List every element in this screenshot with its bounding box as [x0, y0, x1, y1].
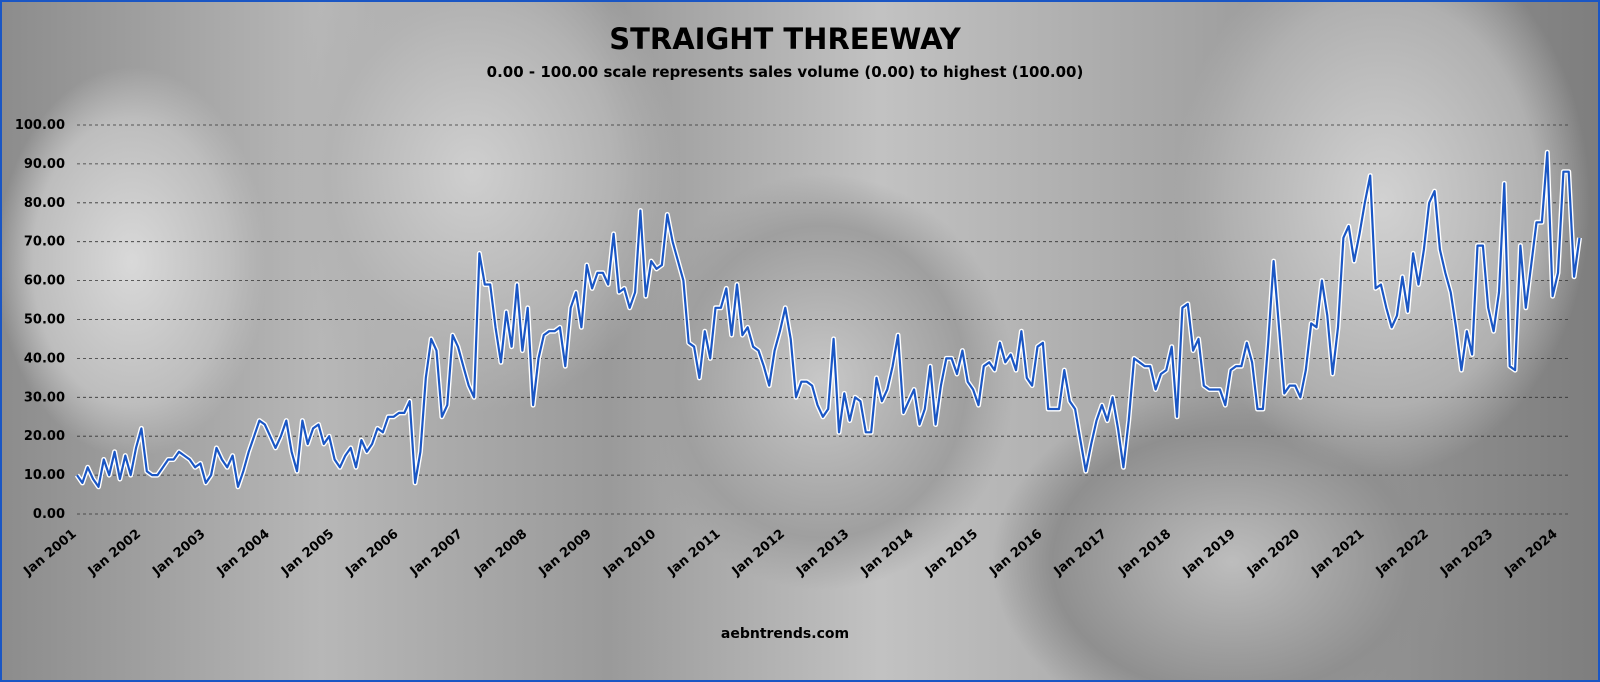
- x-tick-label: Jan 2012: [729, 527, 788, 580]
- x-axis-ticks: Jan 2001 Jan 2002 Jan 2003 Jan 2004 Jan 2005…: [20, 527, 1560, 580]
- x-tick-label: Jan 2003: [149, 527, 208, 580]
- x-tick-label: Jan 2024: [1501, 527, 1560, 580]
- x-tick-label: Jan 2009: [536, 527, 595, 580]
- y-tick-label: 50.00: [24, 313, 65, 328]
- x-tick-label: Jan 2022: [1373, 527, 1432, 580]
- y-tick-label: 80.00: [24, 196, 65, 211]
- x-tick-label: Jan 2018: [1115, 527, 1174, 580]
- footer-site: aebntrends.com: [721, 626, 849, 642]
- x-tick-label: Jan 2008: [471, 527, 530, 580]
- x-tick-label: Jan 2014: [858, 527, 917, 580]
- x-tick-label: Jan 2015: [922, 527, 981, 580]
- y-tick-label: 10.00: [24, 468, 65, 483]
- x-tick-label: Jan 2021: [1308, 527, 1367, 580]
- x-tick-label: Jan 2001: [20, 527, 79, 580]
- x-tick-label: Jan 2013: [793, 527, 852, 580]
- series-line: [76, 151, 1581, 488]
- x-tick-label: Jan 2020: [1244, 527, 1303, 580]
- y-tick-label: 60.00: [24, 274, 65, 289]
- y-tick-label: 100.00: [15, 118, 65, 133]
- y-tick-label: 30.00: [24, 390, 65, 405]
- x-tick-label: Jan 2007: [407, 527, 466, 580]
- series-lines: [74, 149, 1582, 490]
- x-tick-label: Jan 2004: [214, 527, 273, 580]
- y-axis-ticks: 0.00 10.00 20.00 30.00 40.00 50.00 60.00 70.00 8…: [15, 118, 65, 522]
- y-tick-label: 0.00: [33, 507, 65, 522]
- y-tick-label: 90.00: [24, 157, 65, 172]
- x-tick-label: Jan 2017: [1051, 527, 1110, 580]
- x-tick-label: Jan 2010: [600, 527, 659, 580]
- x-tick-label: Jan 2005: [278, 527, 337, 580]
- chart-title: STRAIGHT THREEWAY: [609, 22, 962, 56]
- x-tick-label: Jan 2006: [342, 527, 401, 580]
- x-tick-label: Jan 2002: [85, 527, 144, 580]
- y-tick-label: 40.00: [24, 351, 65, 366]
- grid-lines: [77, 124, 1570, 515]
- x-tick-label: Jan 2023: [1437, 527, 1496, 580]
- y-tick-label: 70.00: [24, 235, 65, 250]
- x-tick-label: Jan 2019: [1180, 527, 1239, 580]
- x-tick-label: Jan 2016: [986, 527, 1045, 580]
- x-tick-label: Jan 2011: [664, 527, 723, 580]
- y-tick-label: 20.00: [24, 429, 65, 444]
- chart-subtitle: 0.00 - 100.00 scale represents sales vol…: [487, 63, 1084, 81]
